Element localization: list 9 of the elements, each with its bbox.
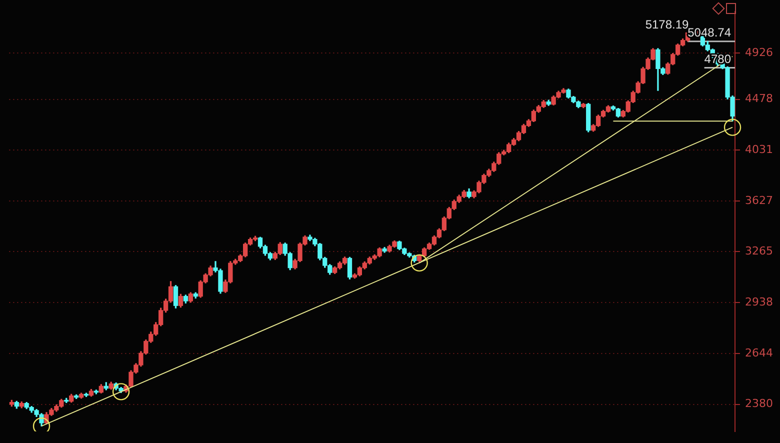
y-tick-label: 4031 <box>745 142 773 156</box>
annotation: 5178.19 <box>645 17 690 32</box>
y-tick-label: 2938 <box>745 296 773 309</box>
y-tick-label: 3265 <box>745 244 773 258</box>
y-tick-label: 2380 <box>745 397 773 410</box>
y-tick-label: 4926 <box>745 46 773 60</box>
y-tick-label: 3627 <box>745 194 773 207</box>
y-tick-label: 2644 <box>745 346 773 360</box>
y-tick-label: 4478 <box>745 92 773 106</box>
